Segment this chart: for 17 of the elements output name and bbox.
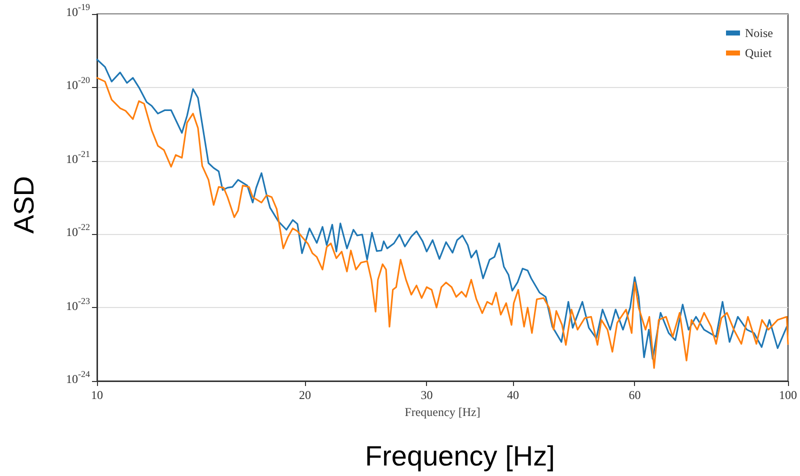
x-axis-title: Frequency [Hz] [404, 404, 480, 419]
y-tick-label: 10$^{-19}$ [66, 2, 90, 19]
x-tick-label: 20 [299, 388, 312, 402]
legend-label: Quiet [745, 46, 772, 60]
x-tick-label: 100 [779, 388, 797, 402]
y-tick-label: 10$^{-22}$ [66, 222, 90, 240]
x-tick-label: 10 [91, 388, 103, 402]
x-tick-label: 40 [507, 388, 520, 402]
legend-label: Noise [745, 26, 774, 40]
text: Frequency [Hz] [365, 440, 555, 472]
y-tick-label: 10$^{-21}$ [66, 148, 90, 166]
y-tick-label: 10$^{-24}$ [66, 369, 90, 386]
y-tick-label: 10$^{-20}$ [66, 75, 90, 92]
x-tick-label: 60 [628, 388, 641, 402]
y-axis-title: ASD [8, 176, 40, 234]
y-tick-label: 10$^{-23}$ [66, 296, 90, 313]
x-tick-label: 30 [420, 388, 433, 402]
